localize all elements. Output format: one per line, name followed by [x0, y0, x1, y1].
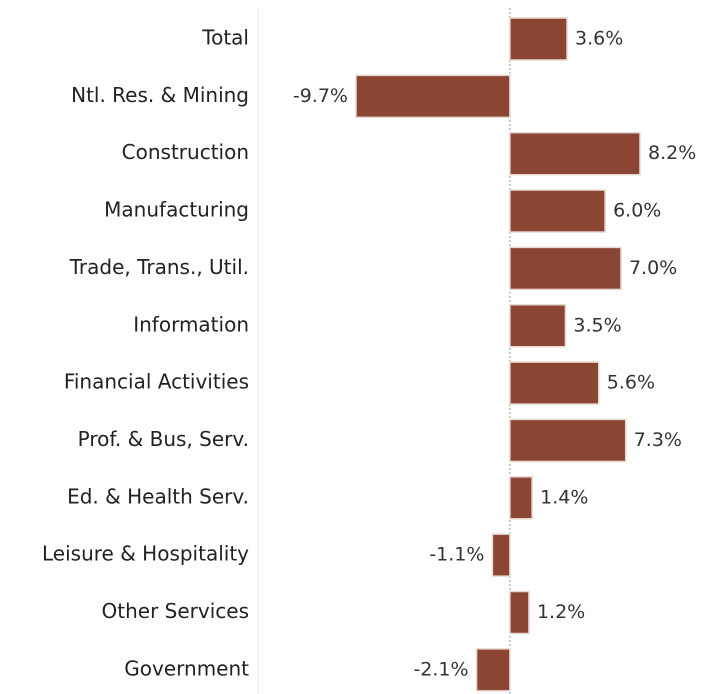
category-label: Manufacturing	[104, 198, 249, 222]
value-label: 7.3%	[634, 429, 682, 451]
category-label: Prof. & Bus, Serv.	[78, 427, 249, 451]
value-label: 1.4%	[540, 486, 588, 508]
category-label: Information	[133, 312, 249, 336]
value-label: 8.2%	[648, 142, 696, 164]
bar	[475, 648, 511, 692]
bar	[509, 189, 606, 233]
value-label: 7.0%	[629, 257, 677, 279]
value-label: -1.1%	[429, 544, 484, 566]
bar	[509, 476, 533, 520]
value-label: 3.6%	[575, 28, 623, 50]
bar	[509, 131, 641, 176]
bar	[509, 17, 568, 61]
bar	[509, 246, 622, 291]
category-label: Leisure & Hospitality	[42, 542, 249, 566]
value-label: 3.5%	[573, 314, 621, 336]
value-label: 1.2%	[537, 601, 585, 623]
category-label: Trade, Trans., Util.	[69, 255, 249, 279]
bar	[491, 533, 511, 577]
category-label: Total	[201, 26, 249, 50]
bar	[509, 361, 600, 405]
category-label: Financial Activities	[64, 370, 249, 394]
category-label: Government	[124, 656, 249, 680]
category-label: Ed. & Health Serv.	[67, 484, 249, 508]
bar	[355, 74, 511, 119]
value-label: -2.1%	[413, 658, 468, 680]
category-label: Other Services	[102, 599, 249, 623]
bar	[509, 590, 530, 635]
value-label: 5.6%	[607, 372, 655, 394]
category-label: Construction	[122, 140, 249, 164]
bar	[509, 418, 627, 463]
bar	[509, 304, 567, 348]
value-label: 6.0%	[613, 200, 661, 222]
value-label: -9.7%	[293, 85, 348, 107]
category-label: Ntl. Res. & Mining	[71, 83, 249, 107]
